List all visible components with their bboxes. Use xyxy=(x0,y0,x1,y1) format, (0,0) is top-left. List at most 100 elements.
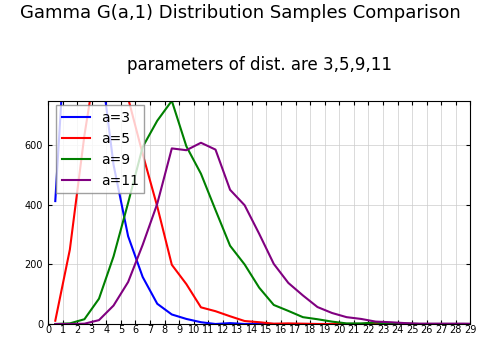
a=3 xyxy=(52,199,58,203)
a=11 xyxy=(475,322,480,326)
a=5 xyxy=(460,322,466,326)
a=9 xyxy=(475,322,480,326)
a=9 xyxy=(271,303,276,307)
a=3 xyxy=(213,322,218,326)
a=9 xyxy=(460,322,466,326)
a=5 xyxy=(286,321,291,325)
a=5 xyxy=(387,322,393,326)
a=11 xyxy=(227,188,233,192)
a=11 xyxy=(96,318,102,322)
a=3 xyxy=(155,302,160,306)
Line: a=9: a=9 xyxy=(55,101,478,324)
Line: a=11: a=11 xyxy=(55,143,478,324)
a=9 xyxy=(213,208,218,212)
a=9 xyxy=(445,322,451,326)
a=11 xyxy=(271,262,276,266)
a=3 xyxy=(373,322,379,326)
a=9 xyxy=(417,322,422,326)
a=3 xyxy=(460,322,466,326)
a=5 xyxy=(198,305,204,310)
a=3 xyxy=(329,322,335,326)
a=3 xyxy=(125,234,131,238)
a=3 xyxy=(431,322,437,326)
a=9 xyxy=(300,315,306,319)
a=5 xyxy=(227,314,233,319)
a=5 xyxy=(256,320,262,324)
a=5 xyxy=(431,322,437,326)
a=11 xyxy=(417,321,422,326)
a=9 xyxy=(227,244,233,248)
a=11 xyxy=(140,243,145,247)
a=11 xyxy=(358,317,364,321)
a=5 xyxy=(373,322,379,326)
a=3 xyxy=(300,322,306,326)
a=11 xyxy=(82,321,87,326)
a=3 xyxy=(96,46,102,51)
a=11 xyxy=(431,321,437,326)
a=5 xyxy=(271,321,276,326)
a=11 xyxy=(198,141,204,145)
a=9 xyxy=(67,321,73,325)
a=5 xyxy=(169,262,175,267)
a=3 xyxy=(140,275,145,279)
a=11 xyxy=(155,202,160,206)
a=5 xyxy=(445,322,451,326)
a=5 xyxy=(300,321,306,326)
a=11 xyxy=(111,303,117,308)
a=9 xyxy=(155,118,160,123)
a=5 xyxy=(242,319,248,323)
a=5 xyxy=(314,322,320,326)
a=3 xyxy=(198,320,204,324)
a=11 xyxy=(169,146,175,150)
a=3 xyxy=(271,322,276,326)
a=3 xyxy=(387,322,393,326)
Line: a=5: a=5 xyxy=(55,38,478,324)
a=3 xyxy=(445,322,451,326)
a=11 xyxy=(387,320,393,324)
a=11 xyxy=(286,281,291,285)
a=9 xyxy=(169,99,175,103)
a=5 xyxy=(475,322,480,326)
a=11 xyxy=(460,321,466,326)
a=9 xyxy=(111,254,117,258)
a=9 xyxy=(329,319,335,324)
a=11 xyxy=(314,305,320,309)
a=5 xyxy=(125,96,131,100)
a=3 xyxy=(111,163,117,167)
a=5 xyxy=(329,322,335,326)
a=3 xyxy=(183,317,189,321)
a=3 xyxy=(475,322,480,326)
a=3 xyxy=(344,322,349,326)
a=11 xyxy=(300,293,306,298)
a=9 xyxy=(286,309,291,313)
a=5 xyxy=(183,282,189,286)
a=5 xyxy=(402,322,408,326)
a=9 xyxy=(82,317,87,321)
a=3 xyxy=(402,322,408,326)
Text: Gamma G(a,1) Distribution Samples Comparison: Gamma G(a,1) Distribution Samples Compar… xyxy=(20,4,460,22)
a=9 xyxy=(125,201,131,205)
a=11 xyxy=(242,203,248,207)
a=5 xyxy=(155,204,160,208)
a=9 xyxy=(256,285,262,290)
a=11 xyxy=(402,321,408,325)
a=3 xyxy=(314,322,320,326)
a=9 xyxy=(358,321,364,325)
a=5 xyxy=(82,133,87,138)
a=9 xyxy=(344,321,349,325)
a=11 xyxy=(329,311,335,315)
Line: a=3: a=3 xyxy=(55,0,478,324)
a=5 xyxy=(111,36,117,40)
a=9 xyxy=(242,262,248,267)
a=5 xyxy=(213,309,218,313)
a=11 xyxy=(373,319,379,324)
a=3 xyxy=(286,322,291,326)
a=5 xyxy=(67,247,73,252)
a=3 xyxy=(417,322,422,326)
a=3 xyxy=(256,321,262,326)
a=9 xyxy=(314,317,320,321)
Title: parameters of dist. are 3,5,9,11: parameters of dist. are 3,5,9,11 xyxy=(127,56,392,74)
a=9 xyxy=(96,297,102,301)
a=11 xyxy=(344,315,349,319)
a=5 xyxy=(140,152,145,156)
